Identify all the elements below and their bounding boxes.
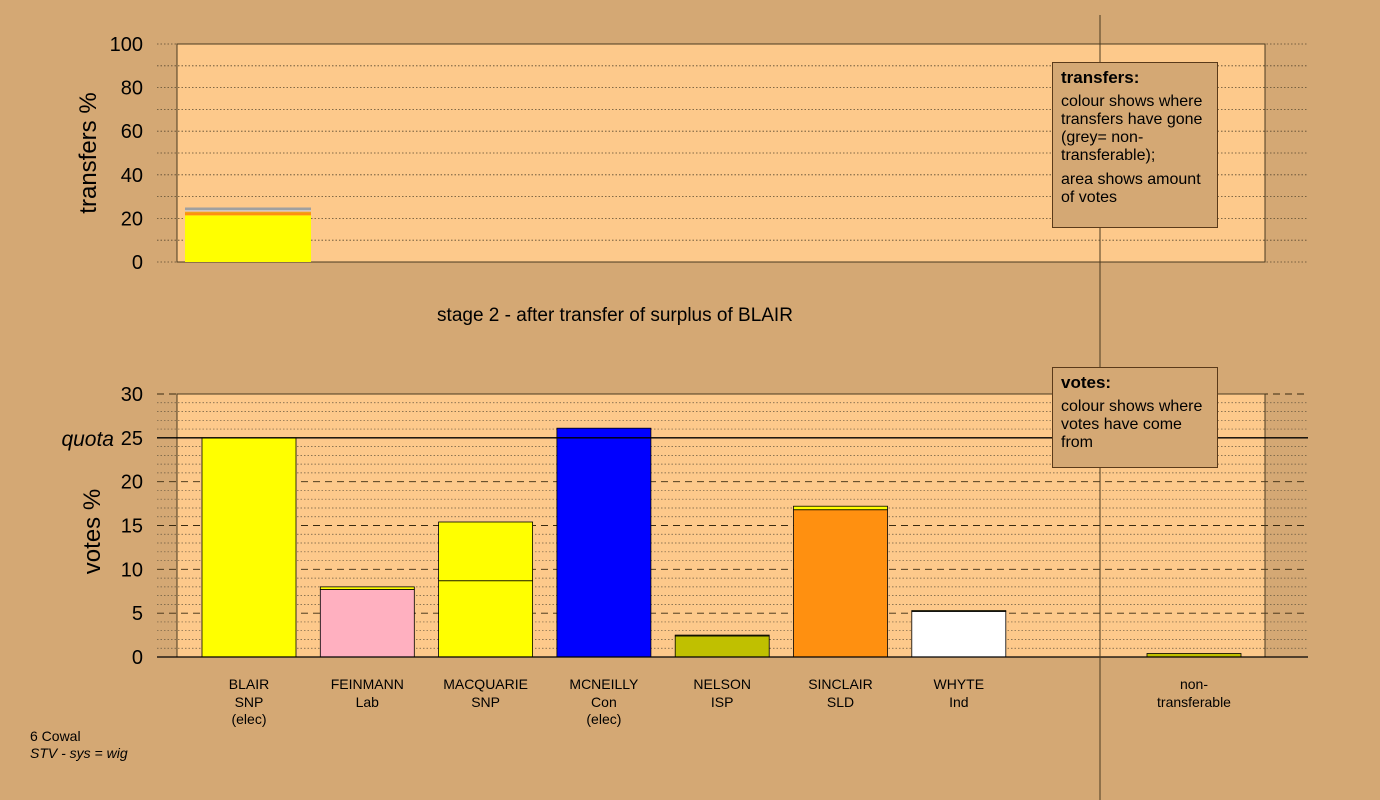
vote-bar-segment bbox=[319, 586, 415, 590]
candidate-party-label: Ind bbox=[949, 694, 968, 710]
transfers-y-tick-label: 60 bbox=[121, 121, 143, 143]
transfer-segment bbox=[185, 211, 311, 213]
stage-title: stage 2 - after transfer of surplus of B… bbox=[437, 305, 793, 326]
vote-bar-segment bbox=[674, 635, 770, 658]
candidate-party-label: ISP bbox=[711, 694, 734, 710]
votes-y-tick-label: 10 bbox=[121, 559, 143, 581]
candidate-name-label: BLAIR bbox=[229, 676, 269, 692]
vote-bar-segment bbox=[793, 509, 888, 658]
vote-bar-segment bbox=[911, 611, 1007, 658]
vote-bar-segment bbox=[201, 437, 297, 658]
votes-y-axis-label: votes % bbox=[79, 489, 106, 574]
transfer-segment bbox=[185, 212, 311, 216]
quota-label: quota bbox=[61, 428, 114, 451]
votes-y-tick-label: 0 bbox=[132, 647, 143, 669]
transfers-legend-title: transfers: bbox=[1061, 68, 1140, 87]
candidate-name-label: FEINMANN bbox=[331, 676, 404, 692]
vote-bar-segment bbox=[319, 589, 415, 658]
transfers-legend: transfers: colour shows where transfers … bbox=[1052, 62, 1218, 228]
transfer-segment bbox=[185, 210, 311, 212]
transfers-legend-text1: colour shows where transfers have gone (… bbox=[1061, 93, 1203, 164]
candidate-party-label: Lab bbox=[356, 694, 380, 710]
candidate-party-label: SNP bbox=[235, 694, 264, 710]
candidate-name-label: NELSON bbox=[693, 676, 751, 692]
candidate-party-label: Con bbox=[591, 694, 617, 710]
transfers-y-tick-label: 40 bbox=[121, 165, 143, 187]
candidate-name-label: WHYTE bbox=[934, 676, 985, 692]
votes-y-tick-label: 30 bbox=[121, 384, 143, 406]
vote-bar-segment bbox=[556, 427, 652, 658]
votes-legend: votes: colour shows where votes have com… bbox=[1052, 367, 1218, 468]
system-label: STV - sys = wig bbox=[30, 745, 128, 761]
vote-bar-segment bbox=[438, 521, 534, 582]
votes-y-tick-label: 20 bbox=[121, 472, 143, 494]
candidate-name-label: SINCLAIR bbox=[808, 676, 873, 692]
votes-legend-title: votes: bbox=[1061, 373, 1112, 392]
vote-bar-segment bbox=[438, 580, 534, 658]
transfer-segment bbox=[185, 215, 311, 262]
nontransferable-label-line1: non- bbox=[1180, 676, 1208, 692]
footer: 6 Cowal STV - sys = wig bbox=[30, 728, 128, 762]
nontransferable-label-line2: transferable bbox=[1157, 694, 1231, 710]
transfers-y-tick-label: 0 bbox=[132, 252, 143, 274]
transfers-y-axis-label: transfers % bbox=[75, 92, 102, 213]
candidate-name-label: MCNEILLY bbox=[569, 676, 639, 692]
constituency-label: 6 Cowal bbox=[30, 728, 81, 744]
vote-bar-segment bbox=[911, 610, 1007, 612]
transfers-plot-border bbox=[176, 43, 1266, 263]
votes-legend-text: colour shows where votes have come from bbox=[1061, 398, 1203, 451]
candidate-party-label: SNP bbox=[471, 694, 500, 710]
transfers-legend-text2: area shows amount of votes bbox=[1061, 171, 1201, 206]
transfers-y-tick-label: 80 bbox=[121, 78, 143, 100]
candidate-party-label: SLD bbox=[827, 694, 854, 710]
votes-y-tick-label: 5 bbox=[132, 603, 143, 625]
candidate-status-label: (elec) bbox=[586, 711, 621, 727]
votes-y-tick-label: 15 bbox=[121, 516, 143, 538]
candidate-name-label: MACQUARIE bbox=[443, 676, 528, 692]
candidate-status-label: (elec) bbox=[231, 711, 266, 727]
transfer-segment bbox=[185, 207, 311, 211]
vote-bar-segment bbox=[674, 634, 770, 637]
votes-y-tick-label: 25 bbox=[121, 428, 143, 450]
transfers-y-tick-label: 100 bbox=[110, 34, 143, 56]
transfers-y-tick-label: 20 bbox=[121, 208, 143, 230]
transfer-segment bbox=[185, 210, 311, 212]
vote-bar-segment bbox=[793, 505, 888, 511]
